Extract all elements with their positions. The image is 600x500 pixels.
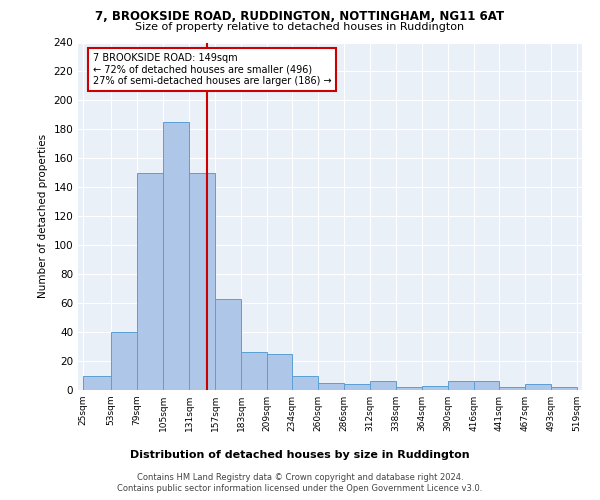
- Bar: [241, 352, 267, 390]
- Bar: [83, 376, 111, 390]
- Bar: [163, 122, 189, 390]
- Bar: [111, 332, 137, 390]
- Bar: [396, 387, 422, 390]
- Bar: [474, 382, 499, 390]
- Bar: [344, 384, 370, 390]
- Bar: [215, 299, 241, 390]
- Text: Size of property relative to detached houses in Ruddington: Size of property relative to detached ho…: [136, 22, 464, 32]
- Text: Distribution of detached houses by size in Ruddington: Distribution of detached houses by size …: [130, 450, 470, 460]
- Text: Contains HM Land Registry data © Crown copyright and database right 2024.: Contains HM Land Registry data © Crown c…: [137, 472, 463, 482]
- Bar: [551, 387, 577, 390]
- Bar: [525, 384, 551, 390]
- Text: 7 BROOKSIDE ROAD: 149sqm
← 72% of detached houses are smaller (496)
27% of semi-: 7 BROOKSIDE ROAD: 149sqm ← 72% of detach…: [93, 52, 332, 86]
- Bar: [292, 376, 318, 390]
- Bar: [318, 383, 344, 390]
- Y-axis label: Number of detached properties: Number of detached properties: [38, 134, 48, 298]
- Bar: [370, 382, 396, 390]
- Bar: [137, 173, 163, 390]
- Bar: [189, 173, 215, 390]
- Text: Contains public sector information licensed under the Open Government Licence v3: Contains public sector information licen…: [118, 484, 482, 493]
- Bar: [422, 386, 448, 390]
- Bar: [267, 354, 292, 390]
- Text: 7, BROOKSIDE ROAD, RUDDINGTON, NOTTINGHAM, NG11 6AT: 7, BROOKSIDE ROAD, RUDDINGTON, NOTTINGHA…: [95, 10, 505, 23]
- Bar: [499, 387, 525, 390]
- Bar: [448, 382, 474, 390]
